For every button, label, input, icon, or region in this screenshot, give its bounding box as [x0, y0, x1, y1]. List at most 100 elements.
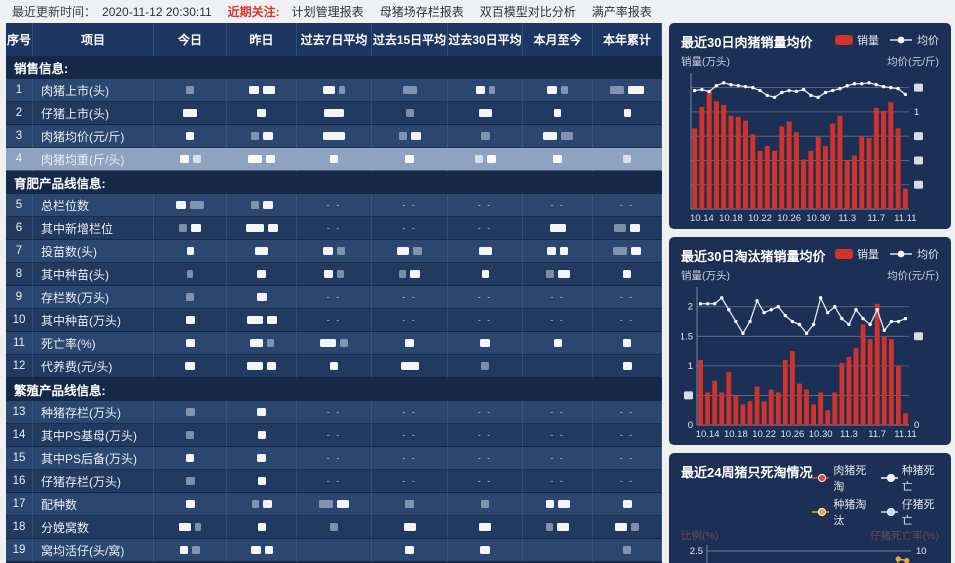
- row-value-cell: [297, 240, 372, 263]
- redacted-value-block: [478, 109, 492, 117]
- table-row-13[interactable]: 13 种猪存栏(万头) - -- -- -- -- -: [6, 401, 662, 424]
- redacted-value-block: [622, 362, 632, 370]
- sales-bar-legend-icon: [835, 249, 853, 259]
- sales-bar-legend-icon: [835, 35, 853, 45]
- row-value-cell: [593, 493, 662, 516]
- redacted-value-block: [257, 408, 266, 416]
- row-value-cell: [154, 125, 227, 148]
- table-header-row: 序号 项目 今日 昨日 过去7日平均 过去15日平均 过去30日平均 本月至今 …: [6, 23, 662, 56]
- table-row-9[interactable]: 9 存栏数(万头) - -- -- -- -- -: [6, 286, 662, 309]
- chart3-legend-item-0[interactable]: 肉猪死淘: [812, 462, 870, 494]
- redacted-value-block: [405, 500, 414, 508]
- redacted-value-block: [549, 224, 566, 232]
- row-value-cell: [593, 125, 662, 148]
- table-row-12[interactable]: 12 代养费(元/头): [6, 355, 662, 378]
- redacted-value-block: [185, 408, 195, 416]
- redacted-value-block: [475, 86, 485, 94]
- row-label: 其中PS后备(万头): [33, 447, 154, 470]
- table-row-6[interactable]: 6 其中新增栏位 - -- -- -: [6, 217, 662, 240]
- redacted-value-block: [545, 500, 554, 508]
- top-status-bar: 最近更新时间： 2020-11-12 20:30:11 近期关注: 计划管理报表…: [0, 0, 955, 23]
- redacted-value-block: [397, 247, 409, 255]
- chart1-left-axis-label: 销量(万头): [681, 56, 730, 68]
- chart3-legend-item-3[interactable]: 仔猪死亡: [880, 496, 939, 528]
- chart2-legend-price[interactable]: 均价: [889, 246, 939, 262]
- chart1-legend-sales[interactable]: 销量: [835, 32, 879, 48]
- table-row-11[interactable]: 11 死亡率(%): [6, 332, 662, 355]
- table-row-16[interactable]: 16 仔猪存栏(万头) - -- -- -- -- -: [6, 470, 662, 493]
- row-value-cell: [227, 424, 297, 447]
- row-label: 代养费(元/头): [33, 355, 154, 378]
- redacted-value-block: [267, 224, 278, 232]
- link-model-compare-report[interactable]: 双百模型对比分析: [479, 5, 576, 19]
- table-row-17[interactable]: 17 配种数: [6, 493, 662, 516]
- svg-text:10: 10: [916, 546, 927, 557]
- row-label: 种猪存栏(万头): [33, 401, 154, 424]
- row-value-cell: [154, 401, 227, 424]
- chart1-title: 最近30日肉猪销量均价: [681, 35, 813, 50]
- row-value-cell: [448, 240, 523, 263]
- row-value-cell: - -: [523, 470, 593, 493]
- table-row-5[interactable]: 5 总栏位数 - -- -- -- -- -: [6, 194, 662, 217]
- redacted-value-block: [251, 500, 259, 508]
- chart1-legend-price[interactable]: 均价: [889, 32, 939, 48]
- redacted-value-block: [337, 247, 345, 255]
- redacted-value-block: [192, 546, 200, 554]
- panel-pig-sales-price: 最近30日肉猪销量均价 销量 均价 销量(万头: [669, 23, 951, 229]
- row-value-cell: [372, 125, 448, 148]
- line-dot-legend-icon: [812, 507, 830, 517]
- table-row-8[interactable]: 8 其中种苗(头): [6, 263, 662, 286]
- table-row-3[interactable]: 3 肉猪均价(元/斤): [6, 125, 662, 148]
- row-value-cell: [227, 470, 297, 493]
- row-value-cell: [297, 125, 372, 148]
- redacted-value-block: [630, 224, 640, 232]
- table-row-7[interactable]: 7 投苗数(头): [6, 240, 662, 263]
- chart1-legend-price-label: 均价: [917, 35, 939, 47]
- table-row-19[interactable]: 19 窝均活仔(头/窝): [6, 539, 662, 562]
- redacted-value-block: [480, 546, 490, 554]
- chart3-legend-item-1[interactable]: 种猪死亡: [880, 462, 939, 494]
- row-value-cell: - -: [448, 424, 523, 447]
- price-line-legend-icon: [890, 250, 912, 258]
- row-value-cell: [154, 286, 227, 309]
- row-label: 其中新增栏位: [33, 217, 154, 240]
- table-row-15[interactable]: 15 其中PS后备(万头) - -- -- -- -- -: [6, 447, 662, 470]
- table-row-4[interactable]: 4 肉猪均重(斤/头): [6, 148, 662, 171]
- table-row-2[interactable]: 2 仔猪上市(头): [6, 102, 662, 125]
- row-value-cell: [297, 355, 372, 378]
- row-value-cell: [154, 332, 227, 355]
- table-row-14[interactable]: 14 其中PS基母(万头) - -- -- -- -- -: [6, 424, 662, 447]
- row-value-cell: [372, 355, 448, 378]
- redacted-value-block: [185, 500, 195, 508]
- link-full-capacity-report[interactable]: 满产率报表: [591, 5, 652, 19]
- table-row-18[interactable]: 18 分娩窝数: [6, 516, 662, 539]
- redacted-value-block: [257, 270, 266, 278]
- svg-text:11.7: 11.7: [867, 213, 885, 224]
- row-value-cell: [448, 493, 523, 516]
- redacted-value-block: [176, 201, 186, 209]
- row-value-cell: [227, 263, 297, 286]
- row-value-cell: [227, 516, 297, 539]
- section-header-1: 育肥产品线信息:: [6, 171, 662, 194]
- redacted-value-block: [405, 109, 414, 117]
- chart3-legend-item-2[interactable]: 种猪淘汰: [812, 496, 870, 528]
- redacted-value-block: [631, 523, 639, 531]
- row-index: 4: [6, 148, 33, 171]
- table-row-10[interactable]: 10 其中种苗(万头) - -- -- -- -- -: [6, 309, 662, 332]
- redacted-value-block: [623, 155, 631, 163]
- redacted-value-block: [553, 339, 562, 347]
- row-label: 其中种苗(头): [33, 263, 154, 286]
- link-sow-farm-report[interactable]: 母猪场存栏报表: [379, 5, 464, 19]
- redacted-value-block: [480, 132, 490, 140]
- redacted-value-block: [330, 523, 338, 531]
- redacted-value-block: [480, 339, 490, 347]
- chart2-legend-sales[interactable]: 销量: [835, 246, 879, 262]
- row-value-cell: [372, 332, 448, 355]
- link-plan-report[interactable]: 计划管理报表: [291, 5, 364, 19]
- redacted-value-block: [185, 316, 195, 324]
- row-value-cell: [154, 217, 227, 240]
- chart2-right-axis-label: 均价(元/斤): [887, 270, 939, 282]
- row-index: 2: [6, 102, 33, 125]
- table-row-1[interactable]: 1 肉猪上市(头): [6, 79, 662, 102]
- row-value-cell: - -: [523, 447, 593, 470]
